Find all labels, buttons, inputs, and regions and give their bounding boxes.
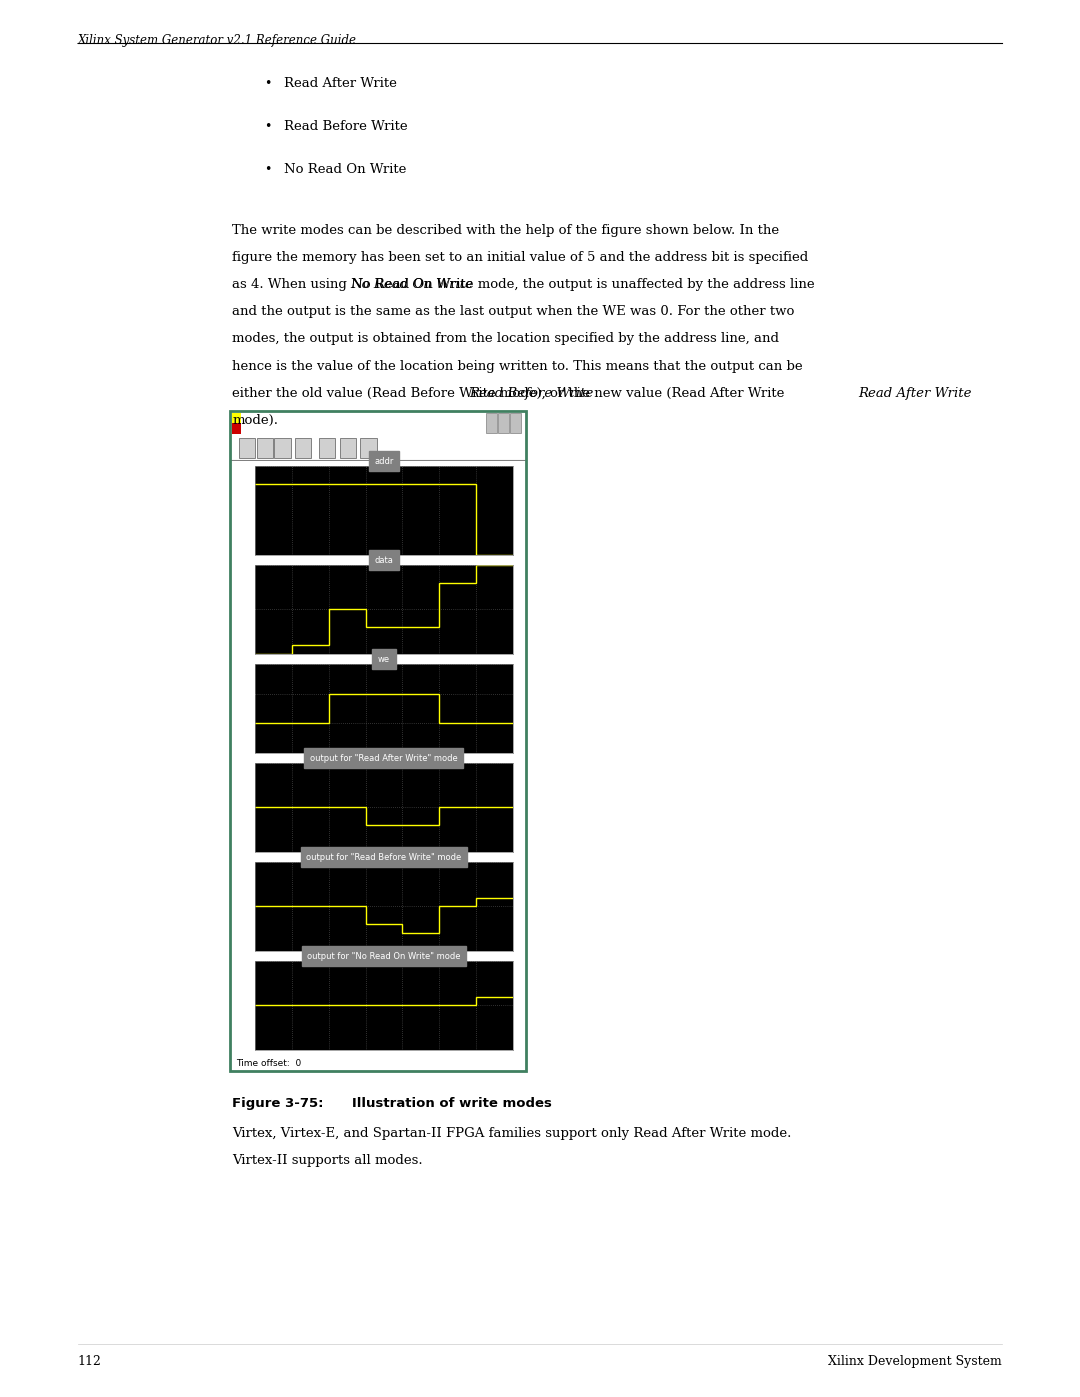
Bar [319, 439, 335, 458]
Text: Time offset:  0: Time offset: 0 [235, 1059, 301, 1067]
Text: Read After Write: Read After Write [284, 77, 397, 89]
Text: •: • [265, 77, 272, 89]
Title: we: we [378, 655, 390, 664]
Bar [239, 439, 255, 458]
Bar [232, 412, 241, 434]
Text: Virtex-II supports all modes.: Virtex-II supports all modes. [232, 1154, 423, 1166]
Text: Read Before Write: Read Before Write [469, 387, 594, 400]
Text: □: □ [500, 419, 508, 427]
Title: output for "No Read On Write" mode: output for "No Read On Write" mode [307, 951, 461, 961]
Text: Xilinx System Generator v2.1 Reference Guide: Xilinx System Generator v2.1 Reference G… [78, 35, 356, 47]
Bar [361, 439, 377, 458]
Text: Illustration of write modes: Illustration of write modes [338, 1097, 552, 1109]
Text: •: • [265, 163, 272, 176]
Bar [257, 439, 273, 458]
Text: 112: 112 [78, 1355, 102, 1368]
Title: output for "Read Before Write" mode: output for "Read Before Write" mode [307, 852, 461, 862]
Bar [339, 439, 355, 458]
Text: Virtex, Virtex-E, and Spartan-II FPGA families support only Read After Write mod: Virtex, Virtex-E, and Spartan-II FPGA fa… [232, 1127, 792, 1140]
Text: and the output is the same as the last output when the WE was 0. For the other t: and the output is the same as the last o… [232, 306, 795, 319]
Bar [274, 439, 291, 458]
Text: No Read On Write: No Read On Write [284, 163, 406, 176]
Text: modes, the output is obtained from the location specified by the address line, a: modes, the output is obtained from the l… [232, 332, 779, 345]
Text: ×: × [512, 419, 518, 427]
Text: Read Before Write: Read Before Write [284, 120, 407, 133]
Text: Xilinx Development System: Xilinx Development System [828, 1355, 1002, 1368]
Text: •: • [265, 120, 272, 133]
Title: addr: addr [375, 457, 393, 465]
Text: mode).: mode). [232, 415, 279, 427]
Bar [232, 412, 241, 423]
Bar [295, 439, 311, 458]
Text: either the old value (Read Before Write mode), or the new value (Read After Writ: either the old value (Read Before Write … [232, 387, 784, 400]
Text: Read After Write: Read After Write [858, 387, 972, 400]
Bar [498, 414, 509, 433]
Text: MultSignal: MultSignal [246, 418, 310, 429]
Text: No Read On Write: No Read On Write [351, 278, 473, 291]
Text: as 4. When using No Read On Write mode, the output is unaffected by the address : as 4. When using No Read On Write mode, … [232, 278, 814, 291]
Title: data: data [375, 556, 393, 564]
Text: The write modes can be described with the help of the figure shown below. In the: The write modes can be described with th… [232, 224, 780, 236]
Text: Figure 3-75:: Figure 3-75: [232, 1097, 324, 1109]
Bar [510, 414, 521, 433]
Text: hence is the value of the location being written to. This means that the output : hence is the value of the location being… [232, 360, 802, 373]
Text: figure the memory has been set to an initial value of 5 and the address bit is s: figure the memory has been set to an ini… [232, 251, 809, 264]
Bar [486, 414, 497, 433]
Text: –: – [489, 419, 494, 427]
Title: output for "Read After Write" mode: output for "Read After Write" mode [310, 753, 458, 763]
